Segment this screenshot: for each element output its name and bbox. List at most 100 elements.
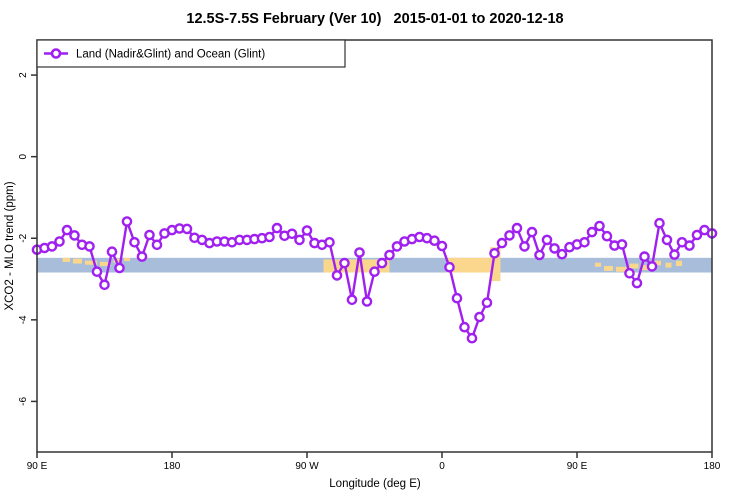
data-point-marker bbox=[481, 297, 493, 309]
data-point-marker bbox=[129, 236, 140, 248]
data-point-marker bbox=[549, 243, 560, 254]
data-point-marker bbox=[519, 241, 530, 252]
x-tick-label: 90 W bbox=[295, 461, 319, 472]
land-segment bbox=[490, 247, 501, 282]
data-point-marker bbox=[264, 231, 275, 243]
data-point-marker bbox=[526, 226, 538, 238]
land-segment bbox=[629, 263, 639, 269]
data-point-marker bbox=[534, 249, 545, 261]
y-tick-label: 0 bbox=[18, 153, 29, 159]
land-segment bbox=[655, 260, 661, 266]
data-point-marker bbox=[579, 236, 590, 248]
land-segment bbox=[595, 262, 601, 267]
data-point-marker bbox=[301, 225, 313, 236]
data-point-marker bbox=[46, 241, 58, 252]
data-point-marker bbox=[121, 216, 133, 227]
data-point-marker bbox=[324, 236, 335, 248]
y-tick-label: -2 bbox=[18, 233, 29, 242]
data-point-marker bbox=[639, 251, 650, 262]
data-point-marker bbox=[474, 311, 485, 323]
data-point-marker bbox=[496, 237, 508, 249]
data-point-marker bbox=[286, 228, 298, 240]
data-point-marker bbox=[429, 235, 440, 246]
legend-label: Land (Nadir&Glint) and Ocean (Glint) bbox=[76, 49, 265, 61]
x-tick-label: 90 E bbox=[567, 461, 588, 472]
axis-ticks: 90 E 180 90 W 0 90 E 180 2 0 -2 -4 -6 bbox=[18, 72, 721, 472]
data-point-marker bbox=[444, 261, 455, 273]
x-tick-label: 180 bbox=[704, 461, 721, 472]
land-segment bbox=[85, 260, 97, 265]
data-point-marker bbox=[391, 241, 403, 252]
data-point-marker bbox=[436, 240, 448, 252]
y-axis-title: XCO2 - MLO trend (ppm) bbox=[4, 181, 16, 310]
data-point-marker bbox=[369, 266, 380, 278]
data-point-marker bbox=[136, 251, 148, 262]
data-point-marker bbox=[459, 321, 470, 333]
y-tick-label: 2 bbox=[18, 72, 29, 78]
data-point-marker bbox=[691, 229, 703, 241]
legend: Land (Nadir&Glint) and Ocean (Glint) bbox=[36, 39, 346, 68]
legend-box bbox=[36, 39, 346, 68]
x-axis-title: Longitude (deg E) bbox=[329, 478, 421, 490]
data-point-marker bbox=[151, 239, 163, 251]
data-point-marker bbox=[624, 267, 635, 279]
data-point-marker bbox=[61, 224, 73, 236]
data-point-marker bbox=[594, 220, 605, 232]
data-point-marker bbox=[84, 241, 95, 252]
land-segment bbox=[676, 260, 682, 266]
land-segment bbox=[62, 257, 70, 262]
y-tick-label: -6 bbox=[18, 397, 29, 406]
data-point-marker bbox=[511, 222, 523, 234]
data-point-marker bbox=[271, 222, 283, 234]
y-tick-label: -4 bbox=[18, 315, 29, 324]
data-point-marker bbox=[346, 294, 358, 306]
data-point-marker bbox=[361, 296, 373, 307]
x-tick-label: 90 E bbox=[27, 461, 48, 472]
data-point-marker bbox=[504, 230, 515, 241]
data-point-marker bbox=[294, 234, 305, 246]
data-point-marker bbox=[489, 247, 500, 259]
land-segment bbox=[446, 257, 490, 273]
data-point-marker bbox=[661, 234, 673, 246]
data-point-marker bbox=[646, 261, 658, 272]
data-point-marker bbox=[631, 277, 643, 289]
data-point-marker bbox=[69, 230, 80, 241]
data-point-marker bbox=[106, 246, 118, 257]
data-point-marker bbox=[354, 247, 365, 258]
data-point-marker bbox=[91, 266, 103, 278]
data-point-marker bbox=[541, 234, 553, 246]
data-point-marker bbox=[556, 248, 568, 260]
land-segment bbox=[665, 262, 672, 268]
data-point-marker bbox=[586, 226, 598, 238]
plot-area bbox=[31, 216, 718, 344]
data-point-marker bbox=[339, 257, 350, 269]
land-segment bbox=[124, 257, 130, 262]
data-point-marker bbox=[99, 279, 110, 291]
plot-border bbox=[36, 39, 713, 453]
data-point-marker bbox=[331, 270, 343, 281]
land-segment bbox=[616, 266, 627, 272]
land-segment bbox=[73, 258, 82, 264]
x-tick-label: 0 bbox=[439, 461, 445, 472]
data-point-marker bbox=[376, 257, 388, 269]
land-segment bbox=[641, 265, 651, 271]
data-point-marker bbox=[616, 239, 628, 250]
data-point-marker bbox=[669, 249, 680, 260]
data-point-marker bbox=[654, 217, 665, 229]
data-point-marker bbox=[384, 249, 395, 261]
land-segment bbox=[100, 261, 111, 266]
legend-marker-icon bbox=[50, 48, 62, 59]
data-point-marker bbox=[54, 236, 65, 247]
data-point-marker bbox=[181, 223, 193, 235]
data-point-marker bbox=[451, 292, 463, 304]
data-point-marker bbox=[601, 230, 613, 242]
land-segment bbox=[604, 265, 613, 271]
x-tick-label: 180 bbox=[164, 461, 181, 472]
data-point-marker bbox=[684, 240, 695, 251]
data-point-marker bbox=[466, 332, 478, 344]
data-point-marker bbox=[144, 229, 155, 241]
chart-title: 12.5S-7.5S February (Ver 10) 2015-01-01 … bbox=[186, 11, 563, 27]
data-point-marker bbox=[114, 262, 125, 274]
